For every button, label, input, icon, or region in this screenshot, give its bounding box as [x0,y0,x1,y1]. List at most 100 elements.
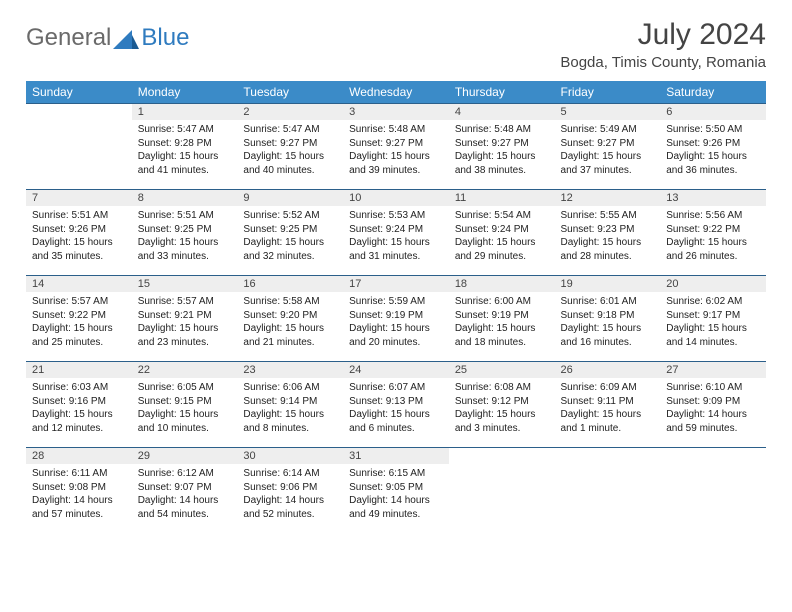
calendar-day-cell: 10Sunrise: 5:53 AMSunset: 9:24 PMDayligh… [343,190,449,276]
sunset-text: Sunset: 9:15 PM [138,395,232,409]
calendar-day-cell [555,448,661,534]
daylight-text: Daylight: 14 hours and 54 minutes. [138,494,232,521]
sunrise-text: Sunrise: 6:15 AM [349,467,443,481]
day-number: 22 [132,362,238,378]
day-number: 12 [555,190,661,206]
weekday-header: Thursday [449,81,555,104]
daylight-text: Daylight: 15 hours and 3 minutes. [455,408,549,435]
day-details: Sunrise: 5:50 AMSunset: 9:26 PMDaylight:… [660,120,766,183]
day-number: 20 [660,276,766,292]
sunrise-text: Sunrise: 5:59 AM [349,295,443,309]
calendar-day-cell: 9Sunrise: 5:52 AMSunset: 9:25 PMDaylight… [237,190,343,276]
day-number: 25 [449,362,555,378]
sunrise-text: Sunrise: 5:49 AM [561,123,655,137]
sunset-text: Sunset: 9:27 PM [243,137,337,151]
day-details: Sunrise: 5:55 AMSunset: 9:23 PMDaylight:… [555,206,661,269]
day-number: 29 [132,448,238,464]
day-number: 11 [449,190,555,206]
calendar-day-cell: 2Sunrise: 5:47 AMSunset: 9:27 PMDaylight… [237,104,343,190]
calendar-week-row: 21 Sunrise: 6:03 AMSunset: 9:16 PM Dayligh… [26,362,766,448]
calendar-day-cell: 15Sunrise: 5:57 AMSunset: 9:21 PMDayligh… [132,276,238,362]
calendar-day-cell: 16Sunrise: 5:58 AMSunset: 9:20 PMDayligh… [237,276,343,362]
sunset-text: Sunset: 9:06 PM [243,481,337,495]
day-number: 6 [660,104,766,120]
day-number: 10 [343,190,449,206]
day-details: Sunrise: 5:56 AMSunset: 9:22 PMDaylight:… [660,206,766,269]
day-details: Sunrise: 5:47 AMSunset: 9:28 PMDaylight:… [132,120,238,183]
day-number: 1 [132,104,238,120]
location: Bogda, Timis County, Romania [560,54,766,71]
day-number: 27 [660,362,766,378]
calendar-day-cell: 29Sunrise: 6:12 AMSunset: 9:07 PMDayligh… [132,448,238,534]
day-details: Sunrise: 5:59 AMSunset: 9:19 PMDaylight:… [343,292,449,355]
daylight-text: Daylight: 15 hours and 38 minutes. [455,150,549,177]
sunset-text: Sunset: 9:23 PM [561,223,655,237]
day-number: 3 [343,104,449,120]
daylight-text: Daylight: 14 hours and 57 minutes. [32,494,126,521]
daylight-text: Daylight: 15 hours and 1 minute. [561,408,655,435]
day-details: Sunrise: 6:00 AMSunset: 9:19 PMDaylight:… [449,292,555,355]
calendar-day-cell: 8Sunrise: 5:51 AMSunset: 9:25 PMDaylight… [132,190,238,276]
daylight-text: Daylight: 15 hours and 20 minutes. [349,322,443,349]
sunset-text: Sunset: 9:17 PM [666,309,760,323]
sunrise-text: Sunrise: 5:52 AM [243,209,337,223]
day-number: 2 [237,104,343,120]
sunrise-text: Sunrise: 6:09 AM [561,381,655,395]
sunset-text: Sunset: 9:24 PM [455,223,549,237]
sunset-text: Sunset: 9:25 PM [243,223,337,237]
brand-logo: General Blue [26,18,189,52]
sunrise-text: Sunrise: 5:50 AM [666,123,760,137]
calendar-day-cell [449,448,555,534]
sunset-text: Sunset: 9:24 PM [349,223,443,237]
day-details: Sunrise: 5:49 AMSunset: 9:27 PMDaylight:… [555,120,661,183]
day-details: Sunrise: 5:47 AMSunset: 9:27 PMDaylight:… [237,120,343,183]
sunrise-text: Sunrise: 6:03 AM [32,381,126,395]
daylight-text: Daylight: 15 hours and 8 minutes. [243,408,337,435]
day-number: 21 [26,362,132,378]
weekday-header: Wednesday [343,81,449,104]
day-details: Sunrise: 5:53 AMSunset: 9:24 PMDaylight:… [343,206,449,269]
sunrise-text: Sunrise: 6:11 AM [32,467,126,481]
weekday-header: Tuesday [237,81,343,104]
calendar-day-cell: 30Sunrise: 6:14 AMSunset: 9:06 PMDayligh… [237,448,343,534]
sunset-text: Sunset: 9:13 PM [349,395,443,409]
sunset-text: Sunset: 9:20 PM [243,309,337,323]
calendar-week-row: 7Sunrise: 5:51 AMSunset: 9:26 PMDaylight… [26,190,766,276]
day-details: Sunrise: 6:11 AMSunset: 9:08 PMDaylight:… [26,464,132,527]
sunrise-text: Sunrise: 5:55 AM [561,209,655,223]
daylight-text: Daylight: 15 hours and 28 minutes. [561,236,655,263]
day-details: Sunrise: 5:51 AMSunset: 9:26 PMDaylight:… [26,206,132,269]
day-number: 23 [237,362,343,378]
calendar-week-row: 28Sunrise: 6:11 AMSunset: 9:08 PMDayligh… [26,448,766,534]
sunrise-text: Sunrise: 5:57 AM [32,295,126,309]
calendar-day-cell: 31Sunrise: 6:15 AMSunset: 9:05 PMDayligh… [343,448,449,534]
calendar-day-cell: 22Sunrise: 6:05 AMSunset: 9:15 PMDayligh… [132,362,238,448]
sunset-text: Sunset: 9:05 PM [349,481,443,495]
day-number: 7 [26,190,132,206]
calendar-day-cell: 25Sunrise: 6:08 AMSunset: 9:12 PMDayligh… [449,362,555,448]
sunrise-text: Sunrise: 6:14 AM [243,467,337,481]
sunset-text: Sunset: 9:08 PM [32,481,126,495]
sunset-text: Sunset: 9:09 PM [666,395,760,409]
sunrise-text: Sunrise: 6:05 AM [138,381,232,395]
weekday-header: Sunday [26,81,132,104]
day-number: 19 [555,276,661,292]
sunrise-text: Sunrise: 5:48 AM [455,123,549,137]
day-number: 5 [555,104,661,120]
sunrise-text: Sunrise: 5:48 AM [349,123,443,137]
calendar-day-cell: 27Sunrise: 6:10 AMSunset: 9:09 PMDayligh… [660,362,766,448]
daylight-text: Daylight: 15 hours and 37 minutes. [561,150,655,177]
day-details: Sunrise: 6:07 AMSunset: 9:13 PMDaylight:… [343,378,449,441]
daylight-text: Daylight: 15 hours and 25 minutes. [32,322,126,349]
month-title: July 2024 [560,18,766,52]
daylight-text: Daylight: 15 hours and 29 minutes. [455,236,549,263]
sunset-text: Sunset: 9:28 PM [138,137,232,151]
weekday-header: Monday [132,81,238,104]
daylight-text: Daylight: 15 hours and 36 minutes. [666,150,760,177]
sunset-text: Sunset: 9:26 PM [32,223,126,237]
calendar-day-cell [26,104,132,190]
day-number: 15 [132,276,238,292]
day-details: Sunrise: 6:09 AMSunset: 9:11 PMDaylight:… [555,378,661,441]
calendar-table: Sunday Monday Tuesday Wednesday Thursday… [26,81,766,534]
sunset-text: Sunset: 9:16 PM [32,395,126,409]
